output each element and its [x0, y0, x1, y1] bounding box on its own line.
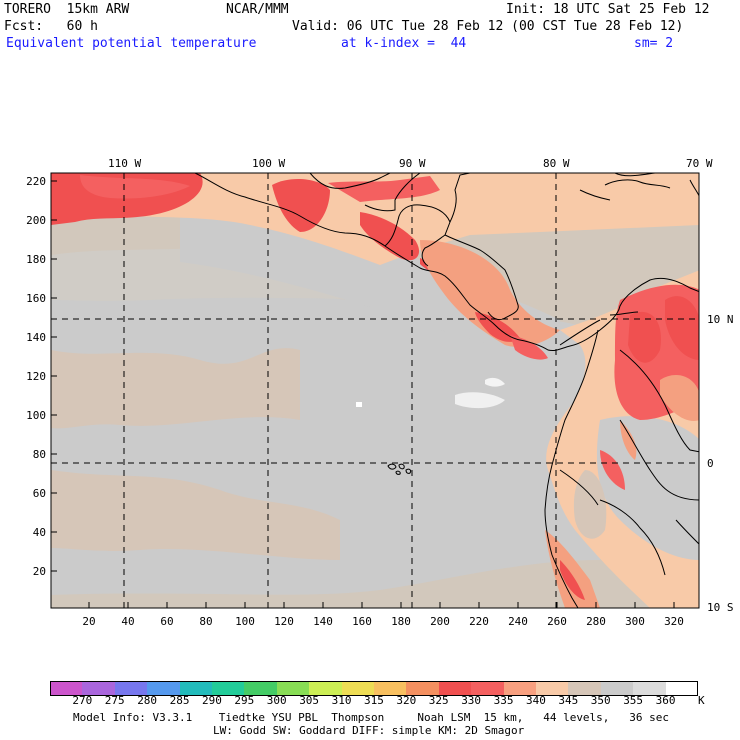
- x-axis: 20 40 60 80 100 120 140 160 180 200 220 240 260 280 30…: [82, 602, 684, 628]
- lat-label: 10 N: [707, 313, 734, 326]
- y-tick-label: 120: [26, 370, 46, 383]
- x-tick-label: 120: [274, 615, 294, 628]
- model-info: Model Info: V3.3.1 Tiedtke YSU PBL Thomp…: [73, 711, 670, 724]
- colorbar-swatch: [438, 681, 472, 696]
- physics-info: LW: Godd SW: Goddard DIFF: simple KM: 2D…: [213, 724, 525, 737]
- colorbar-label: 345: [558, 694, 579, 707]
- graticule: [51, 173, 699, 608]
- colorbar-label: 280: [137, 694, 158, 707]
- lon-label: 110 W: [108, 157, 141, 170]
- y-tick-label: 40: [33, 526, 46, 539]
- y-tick-label: 160: [26, 292, 46, 305]
- colorbar-label: 315: [364, 694, 384, 707]
- colorbar-label: 305: [299, 694, 320, 707]
- colorbar-label: 290: [202, 694, 222, 707]
- colorbar-swatch: [536, 681, 569, 696]
- lon-label: 80 W: [543, 157, 570, 170]
- colorbar-swatch: [406, 681, 440, 696]
- colorbar-swatch: [147, 681, 181, 696]
- x-tick-label: 100: [235, 615, 255, 628]
- forecast-hour: Fcst: 60 h: [4, 19, 98, 34]
- colorbar-swatch: [374, 681, 407, 696]
- x-tick-label: 80: [199, 615, 212, 628]
- colorbar-label: 320: [396, 694, 417, 707]
- valid-time: Valid: 06 UTC Tue 28 Feb 12 (00 CST Tue …: [292, 19, 684, 34]
- x-tick-label: 260: [547, 615, 567, 628]
- x-tick-label: 320: [664, 615, 684, 628]
- colorbar-label: 340: [526, 694, 546, 707]
- y-tick-label: 60: [33, 487, 46, 500]
- colorbar-swatch: [276, 681, 310, 696]
- x-tick-label: 20: [82, 615, 95, 628]
- colorbar-swatch: [633, 681, 667, 696]
- colorbar-label: 350: [590, 694, 611, 707]
- model-title: TORERO 15km ARW: [4, 2, 130, 17]
- x-tick-label: 240: [508, 615, 528, 628]
- colorbar-label: 330: [461, 694, 482, 707]
- colorbar-swatch: [600, 681, 634, 696]
- x-tick-label: 40: [121, 615, 134, 628]
- x-tick-label: 200: [430, 615, 450, 628]
- colorbar-swatch: [82, 681, 116, 696]
- y-axis: 220 200 180 160 140 120 100 80 60 40 20: [26, 175, 57, 578]
- level-label: at k-index = 44: [341, 36, 467, 51]
- colorbar-swatch: [50, 681, 83, 696]
- lat-label: 0: [707, 457, 714, 470]
- colorbar-label: 295: [234, 694, 255, 707]
- map-frame: [50, 172, 700, 609]
- colorbar-swatch: [665, 681, 699, 696]
- x-tick-label: 160: [352, 615, 372, 628]
- colorbar-frame: [50, 681, 698, 696]
- colorbar-swatch: [179, 681, 213, 696]
- colorbar-swatch: [309, 681, 343, 696]
- colorbar-label: 355: [623, 694, 644, 707]
- colorbar-swatch: [341, 681, 375, 696]
- y-tick-label: 80: [33, 448, 46, 461]
- colorbar-label: 310: [331, 694, 352, 707]
- map-field: [51, 173, 699, 608]
- colorbar-label: 300: [266, 694, 287, 707]
- colorbar-label: 335: [493, 694, 514, 707]
- field-name: Equivalent potential temperature: [6, 36, 257, 51]
- x-tick-label: 60: [160, 615, 173, 628]
- smoothing-label: sm= 2: [634, 36, 674, 51]
- colorbar-swatch: [114, 681, 148, 696]
- colorbar-swatch: [568, 681, 602, 696]
- colorbar-swatch: [244, 681, 278, 696]
- colorbar-label: 325: [428, 694, 449, 707]
- y-tick-label: 200: [26, 214, 46, 227]
- coastlines: [194, 173, 699, 608]
- organization-label: NCAR/MMM: [226, 2, 289, 17]
- lat-label: 10 S: [707, 601, 734, 614]
- y-tick-label: 100: [26, 409, 46, 422]
- x-tick-label: 280: [586, 615, 606, 628]
- colorbar-swatch: [471, 681, 505, 696]
- colorbar-label: 270: [72, 694, 93, 707]
- colorbar-swatch: [212, 681, 245, 696]
- colorbar-label: 275: [104, 694, 125, 707]
- lon-label: 100 W: [252, 157, 285, 170]
- y-tick-label: 20: [33, 565, 46, 578]
- colorbar-label: 360: [655, 694, 676, 707]
- x-tick-label: 220: [469, 615, 489, 628]
- lon-label: 70 W: [686, 157, 713, 170]
- lon-label: 90 W: [399, 157, 426, 170]
- colorbar-unit: K: [698, 694, 705, 707]
- colorbar-label: 285: [169, 694, 190, 707]
- y-tick-label: 140: [26, 331, 46, 344]
- y-tick-label: 180: [26, 253, 46, 266]
- y-tick-label: 220: [26, 175, 46, 188]
- colorbar-swatch: [503, 681, 537, 696]
- init-time: Init: 18 UTC Sat 25 Feb 12: [506, 2, 710, 17]
- x-tick-label: 300: [625, 615, 645, 628]
- x-tick-label: 140: [313, 615, 333, 628]
- x-tick-label: 180: [391, 615, 411, 628]
